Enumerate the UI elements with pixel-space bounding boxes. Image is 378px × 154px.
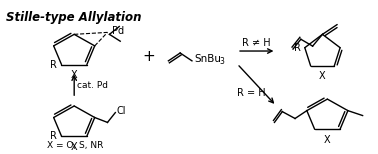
Text: X: X bbox=[71, 70, 77, 80]
Text: cat. Pd: cat. Pd bbox=[77, 81, 108, 90]
Text: Pd: Pd bbox=[112, 26, 124, 36]
Text: +: + bbox=[143, 49, 155, 64]
Text: X: X bbox=[319, 71, 326, 81]
Text: X: X bbox=[71, 142, 77, 152]
Text: Cl: Cl bbox=[116, 106, 126, 116]
Text: X = O, S, NR: X = O, S, NR bbox=[47, 141, 103, 150]
Text: 3: 3 bbox=[219, 57, 224, 66]
Text: R ≠ H: R ≠ H bbox=[242, 38, 271, 48]
Text: Stille-type Allylation: Stille-type Allylation bbox=[6, 11, 142, 24]
Text: R: R bbox=[50, 60, 57, 69]
Text: R: R bbox=[294, 43, 301, 53]
Text: SnBu: SnBu bbox=[194, 54, 221, 64]
Text: X: X bbox=[324, 135, 331, 145]
Text: R = H: R = H bbox=[237, 88, 266, 98]
Text: R: R bbox=[50, 131, 57, 141]
